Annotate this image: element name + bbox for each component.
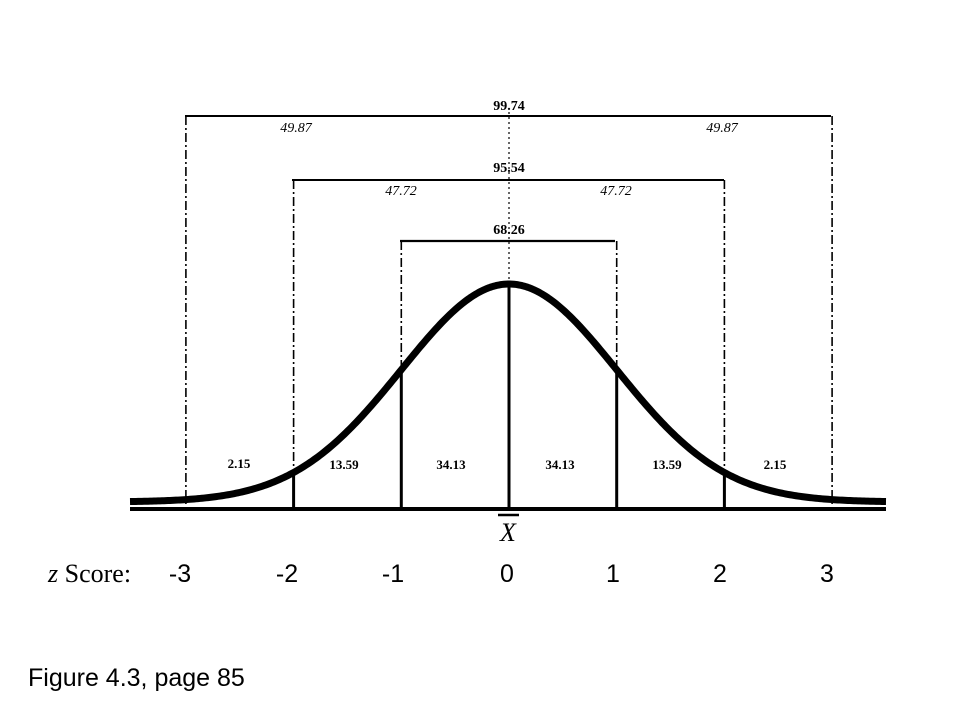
z-value-4: 1 [606,560,620,588]
z-value-0: -3 [169,560,191,588]
z-score-word: Score: [58,559,131,588]
segment-percent-1: 13.59 [329,457,359,472]
segment-percent-labels: 2.15 13.59 34.13 34.13 13.59 2.15 [228,456,787,472]
segment-percent-4: 13.59 [652,457,682,472]
segment-percent-2: 34.13 [436,457,466,472]
z-score-axis-label: z Score: [47,559,131,588]
bracket-half-95-left: 47.72 [385,184,417,199]
bracket-total-99: 99.74 [493,99,525,114]
z-value-2: -1 [382,560,404,588]
bracket-total-68: 68.26 [493,223,525,238]
sd-vertical-lines [292,284,726,509]
segment-percent-5: 2.15 [764,457,787,472]
z-value-1: -2 [276,560,298,588]
z-italic: z [47,559,58,588]
figure-caption: Figure 4.3, page 85 [28,664,245,692]
bracket-half-99-left: 49.87 [280,121,313,136]
bracket-dashdot-lines [185,116,833,504]
bracket-half-95-right: 47.72 [600,184,632,199]
z-value-3: 0 [500,560,514,588]
z-score-values: -3 -2 -1 0 1 2 3 [169,560,834,588]
z-value-6: 3 [820,560,834,588]
segment-percent-3: 34.13 [545,457,575,472]
bracket-half-99-right: 49.87 [706,121,739,136]
mean-label: X [499,518,517,547]
bracket-total-95: 95.54 [493,161,525,176]
z-value-5: 2 [713,560,727,588]
segment-percent-0: 2.15 [228,456,251,471]
